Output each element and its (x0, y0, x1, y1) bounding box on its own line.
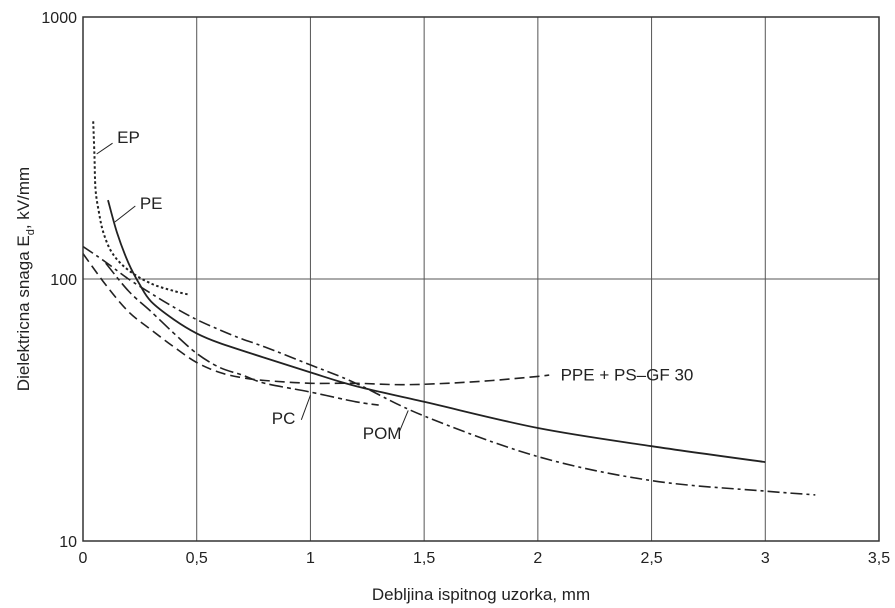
y-tick-label: 10 (59, 534, 77, 551)
y-tick-label: 1000 (41, 10, 77, 27)
label-layer: EP PE PPE + PS–GF 30 PC POM (96, 128, 694, 443)
series-line-pom (82, 245, 816, 496)
series-label: EP (117, 128, 140, 147)
series-label: PPE + PS–GF 30 (561, 365, 694, 384)
y-axis-title-suffix: , kV/mm (14, 167, 33, 229)
tick-layer: 0 0,5 1 1,5 2 2,5 3 3,5 10 100 1000 (41, 10, 890, 567)
y-axis-title-main: Dielektricna snaga E (14, 235, 33, 391)
x-tick-label: 3 (761, 550, 770, 567)
series-line-pc (105, 262, 379, 406)
series-label: PE (140, 194, 163, 213)
series-line-pe (107, 199, 766, 463)
grid-layer (83, 17, 879, 541)
series-label: POM (363, 424, 402, 443)
y-axis-title-subscript: d (25, 229, 37, 235)
y-axis-title: Dielektricna snaga Ed, kV/mm (14, 167, 37, 391)
y-tick-label: 100 (50, 272, 77, 289)
series-label-leader (300, 395, 311, 421)
x-tick-label: 3,5 (868, 550, 890, 567)
series-label-leader (114, 205, 136, 223)
x-axis-title: Debljina ispitnog uzorka, mm (372, 585, 590, 604)
x-tick-label: 0,5 (186, 550, 208, 567)
series-layer (82, 121, 816, 496)
series-line-ppe-ps-gf-30 (82, 253, 550, 386)
series-line-ep (92, 121, 191, 296)
x-tick-label: 2,5 (640, 550, 662, 567)
x-tick-label: 0 (79, 550, 88, 567)
x-tick-label: 2 (533, 550, 542, 567)
plot-frame (82, 16, 880, 542)
x-tick-label: 1 (306, 550, 315, 567)
series-label: PC (272, 409, 296, 428)
x-tick-label: 1,5 (413, 550, 435, 567)
series-label-leader (398, 410, 409, 433)
series-label-leader (96, 142, 113, 155)
